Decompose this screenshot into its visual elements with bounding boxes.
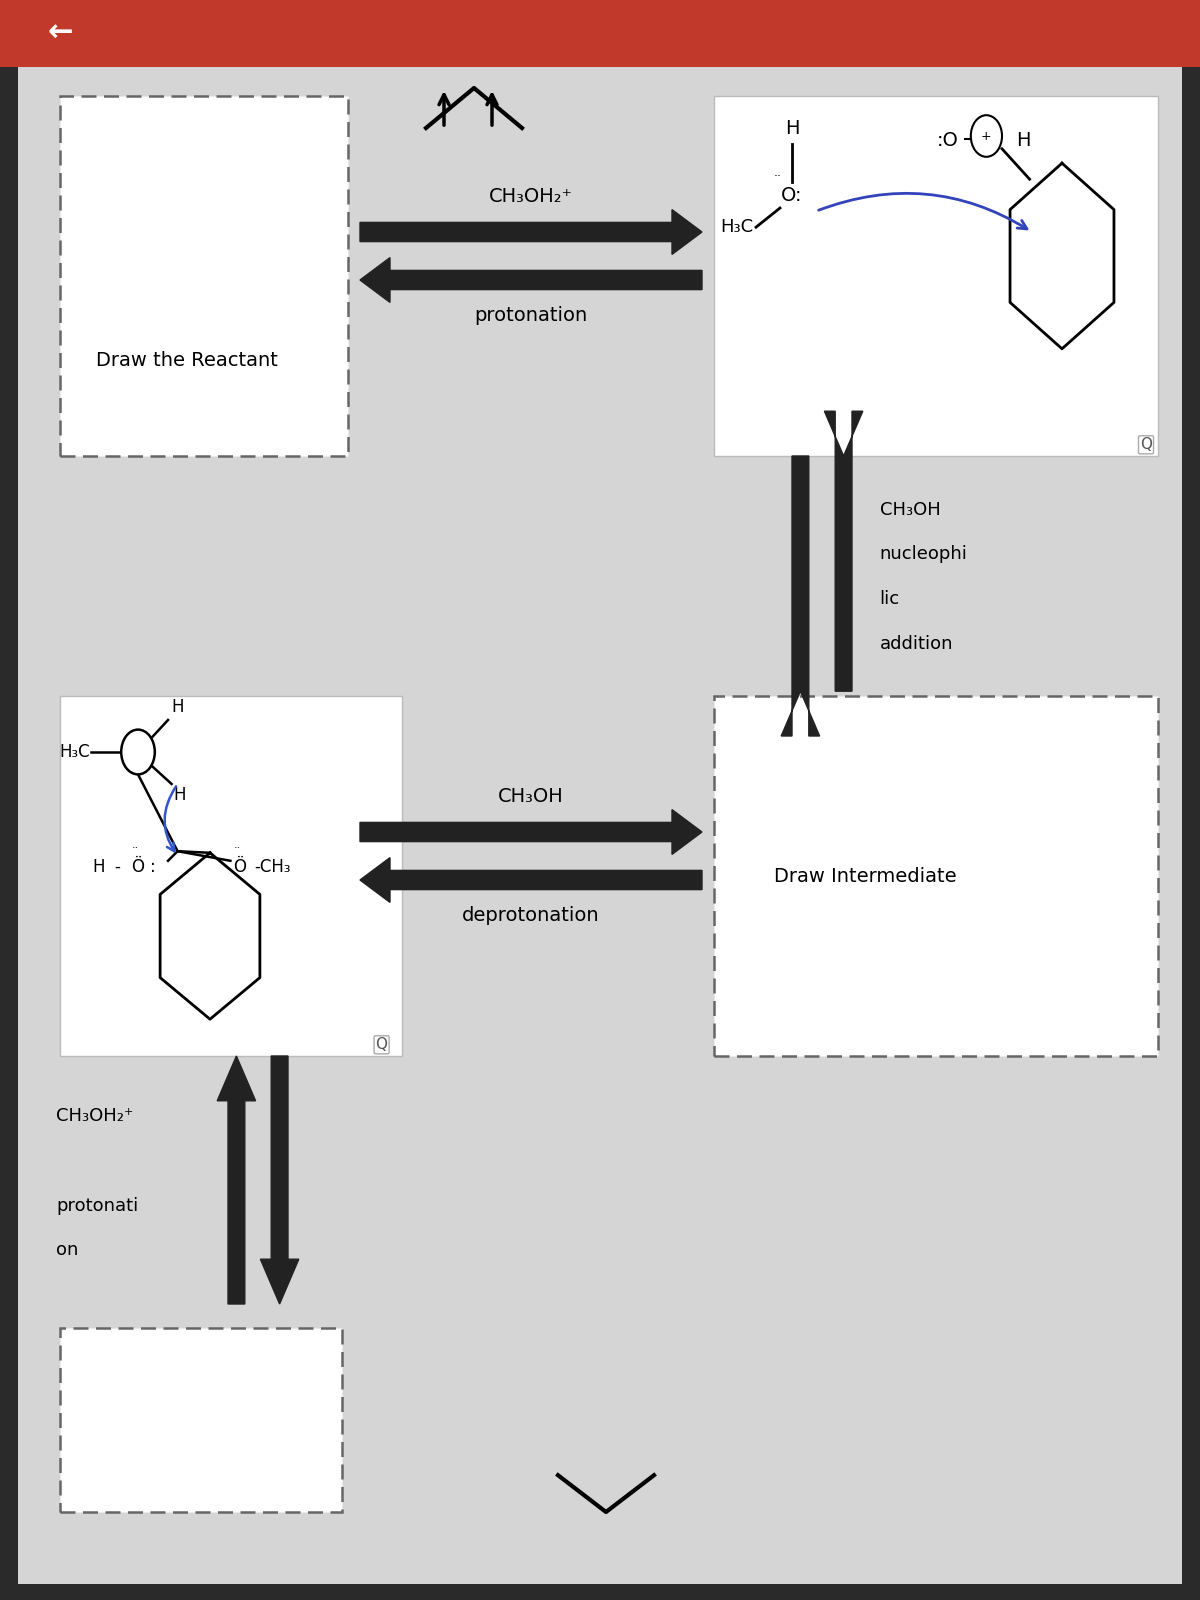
Bar	[60, 96, 348, 456]
Polygon shape	[360, 810, 702, 854]
Polygon shape	[217, 1056, 256, 1304]
Text: Draw Intermediate: Draw Intermediate	[774, 867, 956, 885]
Text: H: H	[1016, 131, 1031, 150]
Text: :: :	[150, 858, 155, 877]
Text: Q: Q	[1140, 437, 1152, 453]
Text: H: H	[92, 858, 104, 877]
Text: Q: Q	[376, 1037, 388, 1053]
Text: addition: addition	[880, 635, 953, 653]
Text: ←: ←	[47, 19, 73, 48]
Text: on: on	[56, 1242, 79, 1259]
Bar	[60, 1328, 342, 1512]
Text: Draw the Reactant: Draw the Reactant	[96, 350, 278, 370]
Bar	[0, 0, 1200, 67]
Polygon shape	[824, 411, 863, 691]
Text: protonati: protonati	[56, 1197, 139, 1214]
Polygon shape	[360, 258, 702, 302]
Circle shape	[121, 730, 155, 774]
Polygon shape	[781, 456, 820, 736]
Polygon shape	[260, 1056, 299, 1304]
Text: nucleophi: nucleophi	[880, 546, 967, 563]
Bar	[60, 696, 402, 1056]
Text: protonation: protonation	[474, 306, 588, 325]
Text: CH₃OH: CH₃OH	[880, 501, 941, 518]
Text: lic: lic	[880, 590, 900, 608]
Text: H₃C: H₃C	[59, 742, 90, 762]
Text: H: H	[174, 786, 186, 805]
Text: +: +	[982, 130, 991, 142]
Circle shape	[971, 115, 1002, 157]
Text: :O: :O	[937, 131, 959, 150]
Bar	[714, 696, 1158, 1056]
Text: CH₃OH₂⁺: CH₃OH₂⁺	[490, 187, 572, 206]
Text: ..: ..	[132, 840, 139, 850]
Text: O:: O:	[781, 186, 803, 205]
Text: Ö: Ö	[132, 858, 144, 877]
Text: H: H	[172, 698, 184, 717]
Text: Ö: Ö	[234, 858, 246, 877]
Text: H₃C: H₃C	[720, 218, 754, 237]
Text: -: -	[115, 858, 120, 877]
Polygon shape	[360, 210, 702, 254]
Text: CH₃OH₂⁺: CH₃OH₂⁺	[56, 1107, 133, 1125]
Text: H: H	[785, 118, 799, 138]
Text: CH₃OH: CH₃OH	[498, 787, 564, 806]
Bar	[714, 96, 1158, 456]
Text: -CH₃: -CH₃	[254, 858, 290, 877]
Text: deprotonation: deprotonation	[462, 906, 600, 925]
Text: ..: ..	[774, 166, 781, 179]
Polygon shape	[360, 858, 702, 902]
Text: ..: ..	[234, 840, 241, 850]
